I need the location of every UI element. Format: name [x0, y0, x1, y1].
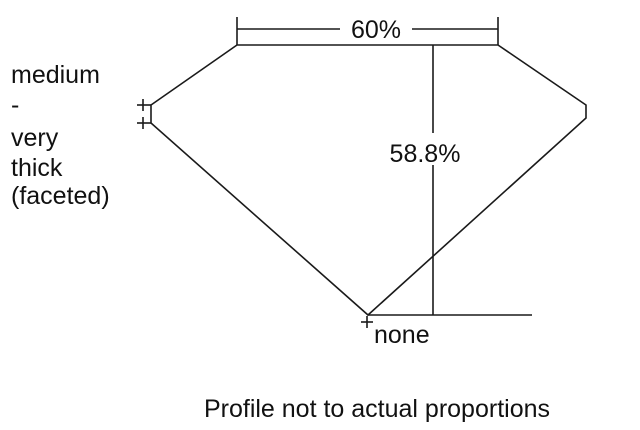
culet-label: none [374, 321, 430, 349]
depth-percent-label: 58.8% [390, 140, 461, 168]
caption: Profile not to actual proportions [204, 395, 550, 423]
girdle-label-line: very [11, 124, 59, 152]
table-percent-label: 60% [351, 16, 401, 44]
girdle-label-line: thick [11, 154, 63, 182]
diamond-outline [150, 44, 587, 317]
girdle-label-line: (faceted) [11, 182, 110, 210]
girdle-label-line: - [11, 91, 19, 119]
girdle-label-line: medium [11, 61, 100, 89]
